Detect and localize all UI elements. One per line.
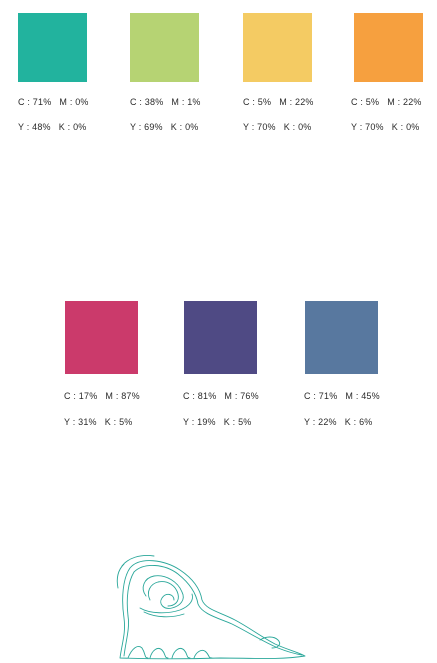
color-chip-steel-blue [305,301,378,374]
color-chip-yellow [243,13,312,82]
color-chip-indigo [184,301,257,374]
color-chip-orange [354,13,423,82]
cmyk-cm-label: C : 71% M : 0% [18,97,89,107]
wave-sketch-drawing [116,555,306,660]
cmyk-cm-label: C : 5% M : 22% [351,97,422,107]
cmyk-yk-label: Y : 31% K : 5% [64,417,133,427]
cmyk-cm-label: C : 81% M : 76% [183,391,259,401]
cmyk-yk-label: Y : 48% K : 0% [18,122,87,132]
cmyk-cm-label: C : 38% M : 1% [130,97,201,107]
cmyk-yk-label: Y : 70% K : 0% [243,122,312,132]
cmyk-yk-label: Y : 19% K : 5% [183,417,252,427]
color-chip-lime [130,13,199,82]
color-chip-teal [18,13,87,82]
cmyk-yk-label: Y : 69% K : 0% [130,122,199,132]
cmyk-yk-label: Y : 70% K : 0% [351,122,420,132]
cmyk-cm-label: C : 71% M : 45% [304,391,380,401]
cmyk-yk-label: Y : 22% K : 6% [304,417,373,427]
cmyk-cm-label: C : 5% M : 22% [243,97,314,107]
color-chip-magenta [65,301,138,374]
cmyk-cm-label: C : 17% M : 87% [64,391,140,401]
